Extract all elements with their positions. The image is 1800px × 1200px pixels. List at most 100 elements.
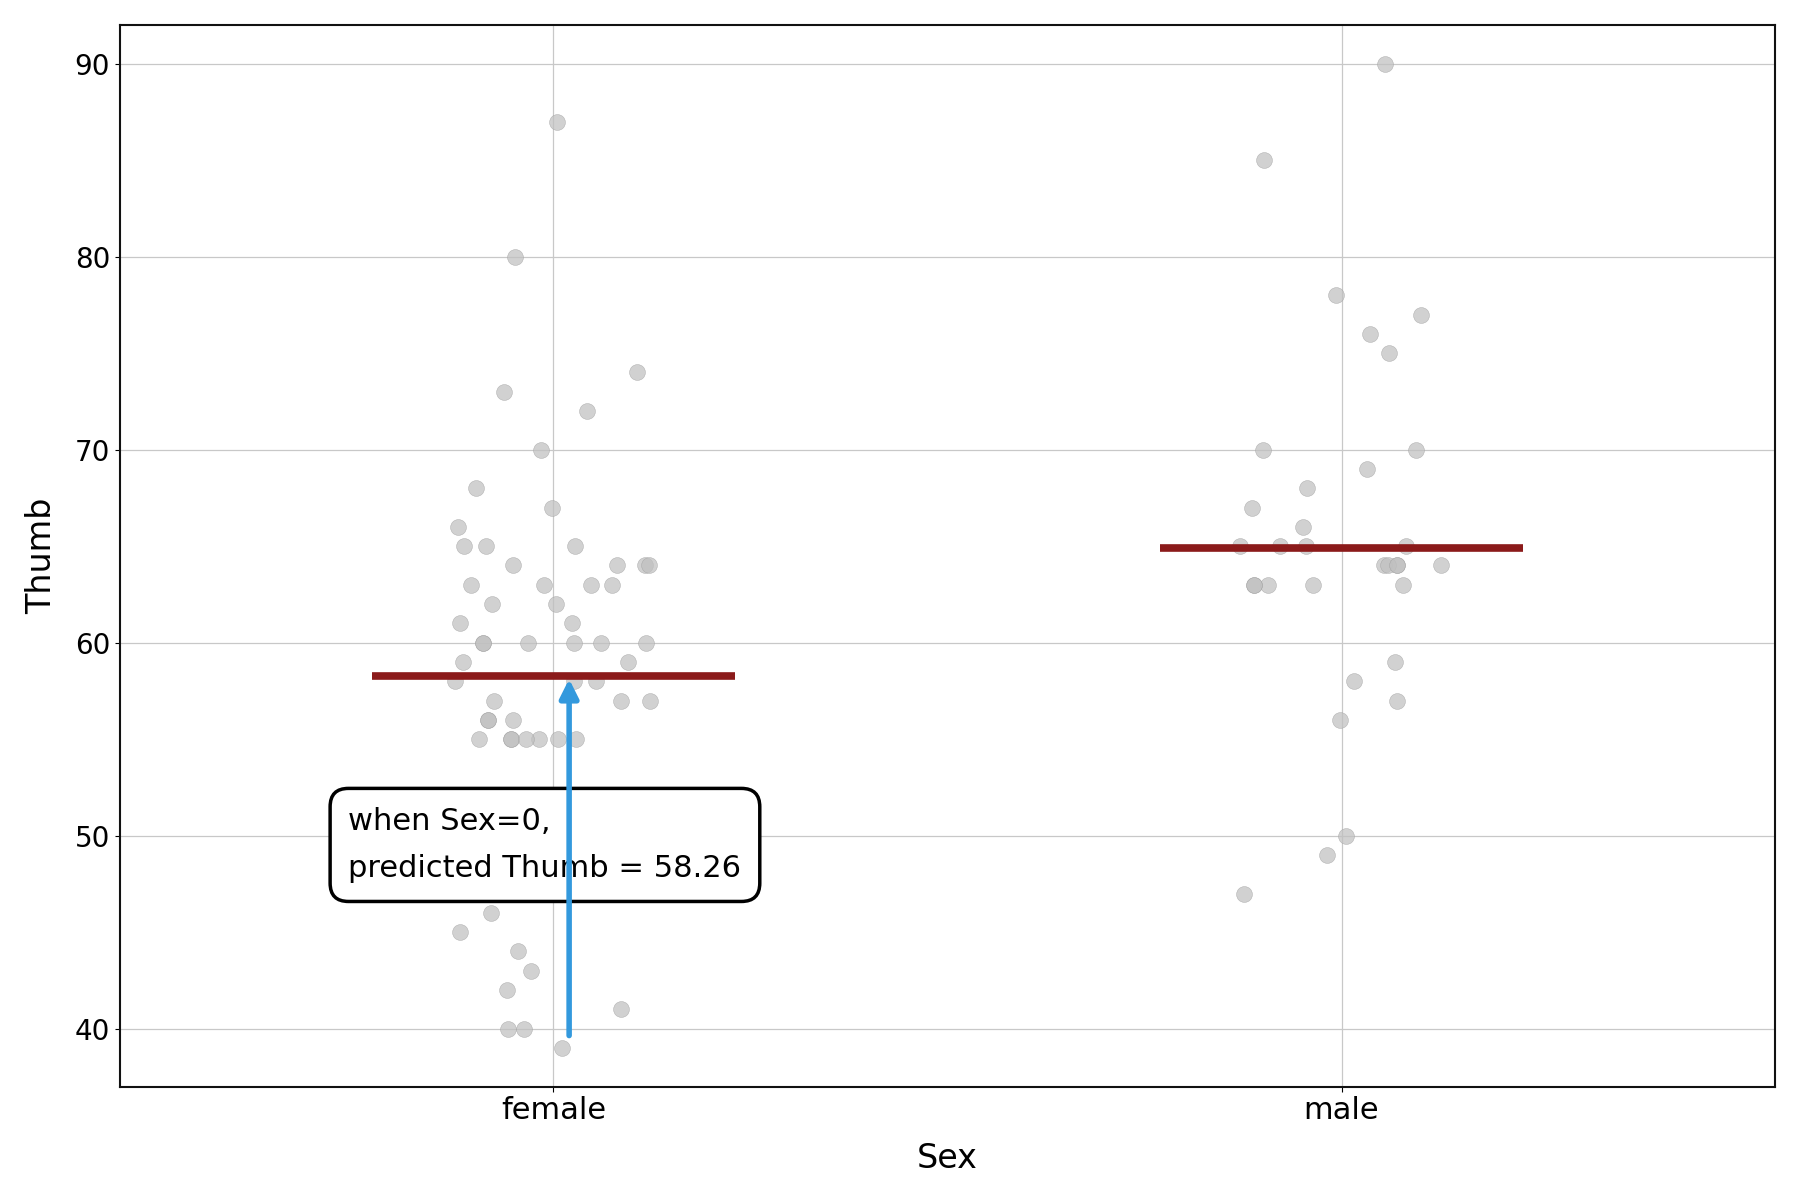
Point xyxy=(475,787,504,806)
Point xyxy=(544,730,572,749)
Point xyxy=(632,556,661,575)
Point xyxy=(607,691,635,710)
X-axis label: Sex: Sex xyxy=(916,1142,977,1175)
Point xyxy=(603,556,632,575)
Point xyxy=(547,1038,576,1057)
Point xyxy=(1352,460,1381,479)
Point xyxy=(497,730,526,749)
Point xyxy=(529,575,558,594)
Point xyxy=(1373,343,1402,362)
Point xyxy=(632,634,661,653)
Point xyxy=(1321,286,1350,305)
Point xyxy=(490,382,518,401)
Point xyxy=(623,362,652,382)
Point xyxy=(1289,517,1318,536)
Point xyxy=(562,730,590,749)
Point xyxy=(587,634,616,653)
Point xyxy=(457,575,486,594)
Point xyxy=(572,402,601,421)
Point xyxy=(493,1019,522,1038)
Point xyxy=(558,613,587,632)
Point xyxy=(509,1019,538,1038)
Point xyxy=(635,691,664,710)
Point xyxy=(625,865,653,884)
Point xyxy=(1240,575,1269,594)
Point xyxy=(1240,575,1269,594)
Point xyxy=(477,594,506,613)
Point xyxy=(549,787,578,806)
Point xyxy=(560,845,589,864)
Point xyxy=(576,575,605,594)
Point xyxy=(472,536,500,556)
Point xyxy=(1382,691,1411,710)
Point xyxy=(1406,305,1435,324)
Point xyxy=(581,672,610,691)
Point xyxy=(1298,575,1327,594)
Point xyxy=(1402,440,1431,460)
Point xyxy=(1381,653,1409,672)
Point xyxy=(468,634,497,653)
Point xyxy=(562,536,590,556)
Point xyxy=(1327,710,1355,730)
Point xyxy=(1238,498,1267,517)
Point xyxy=(499,556,527,575)
Text: when Sex=0,
predicted Thumb = 58.26: when Sex=0, predicted Thumb = 58.26 xyxy=(349,806,742,883)
Point xyxy=(526,730,554,749)
Point xyxy=(499,710,527,730)
Y-axis label: Thumb: Thumb xyxy=(25,498,58,614)
Point xyxy=(596,806,625,826)
Point xyxy=(560,672,589,691)
Point xyxy=(598,575,626,594)
Point xyxy=(1391,536,1420,556)
Point xyxy=(517,961,545,980)
Point xyxy=(607,1000,635,1019)
Point xyxy=(455,884,484,904)
Point xyxy=(448,653,477,672)
Point xyxy=(473,710,502,730)
Point xyxy=(1382,556,1411,575)
Point xyxy=(1229,884,1258,904)
Point xyxy=(481,691,509,710)
Point xyxy=(473,710,502,730)
Point xyxy=(1253,575,1282,594)
Point xyxy=(542,594,571,613)
Point xyxy=(477,904,506,923)
Point xyxy=(441,672,470,691)
Point xyxy=(446,923,475,942)
Point xyxy=(1226,536,1255,556)
Point xyxy=(497,730,526,749)
Point xyxy=(1390,575,1418,594)
Point xyxy=(450,536,479,556)
Point xyxy=(1312,845,1341,864)
Point xyxy=(491,980,520,1000)
Point xyxy=(538,498,567,517)
Point xyxy=(1373,556,1402,575)
Point xyxy=(544,112,572,131)
Point xyxy=(1291,536,1319,556)
Point xyxy=(504,942,533,961)
Point xyxy=(1249,150,1278,169)
Point xyxy=(511,730,540,749)
Point xyxy=(619,826,648,845)
Point xyxy=(1382,556,1411,575)
Point xyxy=(1355,324,1384,343)
Point xyxy=(461,479,490,498)
Point xyxy=(500,247,529,266)
Point xyxy=(1332,826,1361,845)
Point xyxy=(527,440,556,460)
Point xyxy=(513,634,542,653)
Point xyxy=(1249,440,1278,460)
Point xyxy=(446,613,475,632)
Point xyxy=(628,826,657,845)
Point xyxy=(1370,556,1399,575)
Point xyxy=(560,634,589,653)
Point xyxy=(634,556,662,575)
Point xyxy=(443,517,472,536)
Point xyxy=(1372,54,1400,73)
Point xyxy=(1339,672,1368,691)
Point xyxy=(1427,556,1456,575)
Point xyxy=(635,787,664,806)
Point xyxy=(1265,536,1294,556)
Point xyxy=(1292,479,1321,498)
Point xyxy=(468,634,497,653)
